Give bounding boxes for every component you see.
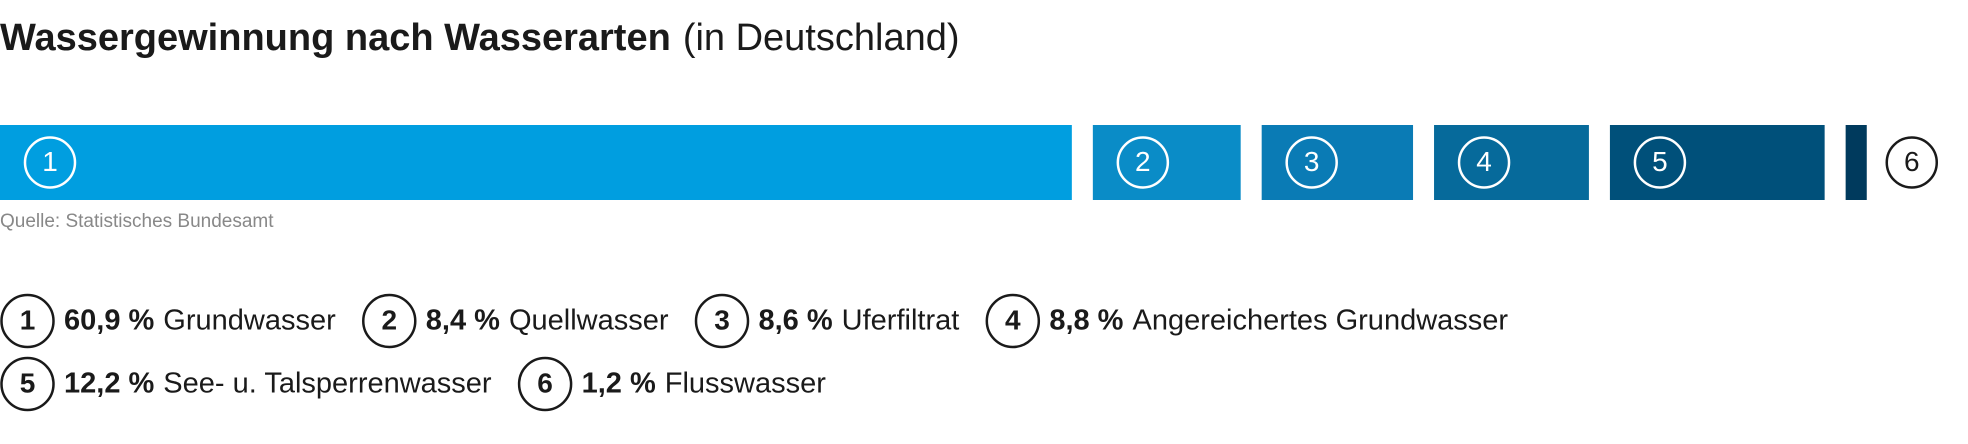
segment-number: 6 bbox=[1904, 146, 1920, 177]
chart-subtitle: (in Deutschland) bbox=[683, 17, 960, 59]
segment-number: 4 bbox=[1476, 146, 1492, 177]
legend-number: 6 bbox=[537, 367, 553, 398]
segment-number: 3 bbox=[1304, 146, 1320, 177]
legend-value: 8,6 % bbox=[759, 305, 833, 337]
legend-value: 1,2 % bbox=[582, 368, 656, 400]
segment-marker bbox=[1285, 136, 1338, 189]
legend-number: 4 bbox=[1005, 304, 1021, 335]
legend-number: 1 bbox=[20, 304, 36, 335]
segment-number: 1 bbox=[42, 146, 58, 177]
legend-value: 8,8 % bbox=[1049, 305, 1123, 337]
legend-label: See- u. Talsperrenwasser bbox=[163, 368, 492, 400]
legend-value: 60,9 % bbox=[64, 305, 154, 337]
legend-label: Grundwasser bbox=[163, 305, 336, 337]
legend-marker bbox=[362, 293, 417, 349]
legend-label: Uferfiltrat bbox=[842, 305, 960, 337]
bar-segment bbox=[1609, 125, 1825, 200]
segment-number: 2 bbox=[1135, 146, 1151, 177]
chart-title: Wassergewinnung nach Wasserarten bbox=[0, 17, 671, 59]
segment-marker bbox=[23, 136, 77, 189]
legend-number: 5 bbox=[20, 367, 36, 398]
legend-marker bbox=[0, 356, 55, 412]
legend-marker bbox=[517, 356, 573, 412]
bar-segment bbox=[1845, 125, 1867, 200]
legend-label: Quellwasser bbox=[509, 305, 669, 337]
bar-segment bbox=[0, 125, 1072, 200]
legend-number: 3 bbox=[714, 304, 730, 335]
legend-marker bbox=[985, 293, 1041, 349]
legend-value: 12,2 % bbox=[64, 368, 154, 400]
segment-number: 5 bbox=[1652, 146, 1668, 177]
segment-marker bbox=[1885, 136, 1939, 189]
segment-marker bbox=[1116, 136, 1170, 189]
legend-marker bbox=[694, 293, 750, 349]
bar-segment bbox=[1434, 125, 1589, 200]
legend-marker bbox=[0, 293, 55, 349]
source: Quelle: Statistisches Bundesamt bbox=[0, 211, 274, 232]
legend-label: Flusswasser bbox=[665, 368, 826, 400]
legend-label: Angereichertes Grundwasser bbox=[1132, 305, 1508, 337]
segment-marker bbox=[1633, 136, 1687, 189]
segment-marker bbox=[1457, 136, 1511, 189]
legend-number: 2 bbox=[381, 304, 397, 335]
legend-value: 8,4 % bbox=[426, 305, 500, 337]
